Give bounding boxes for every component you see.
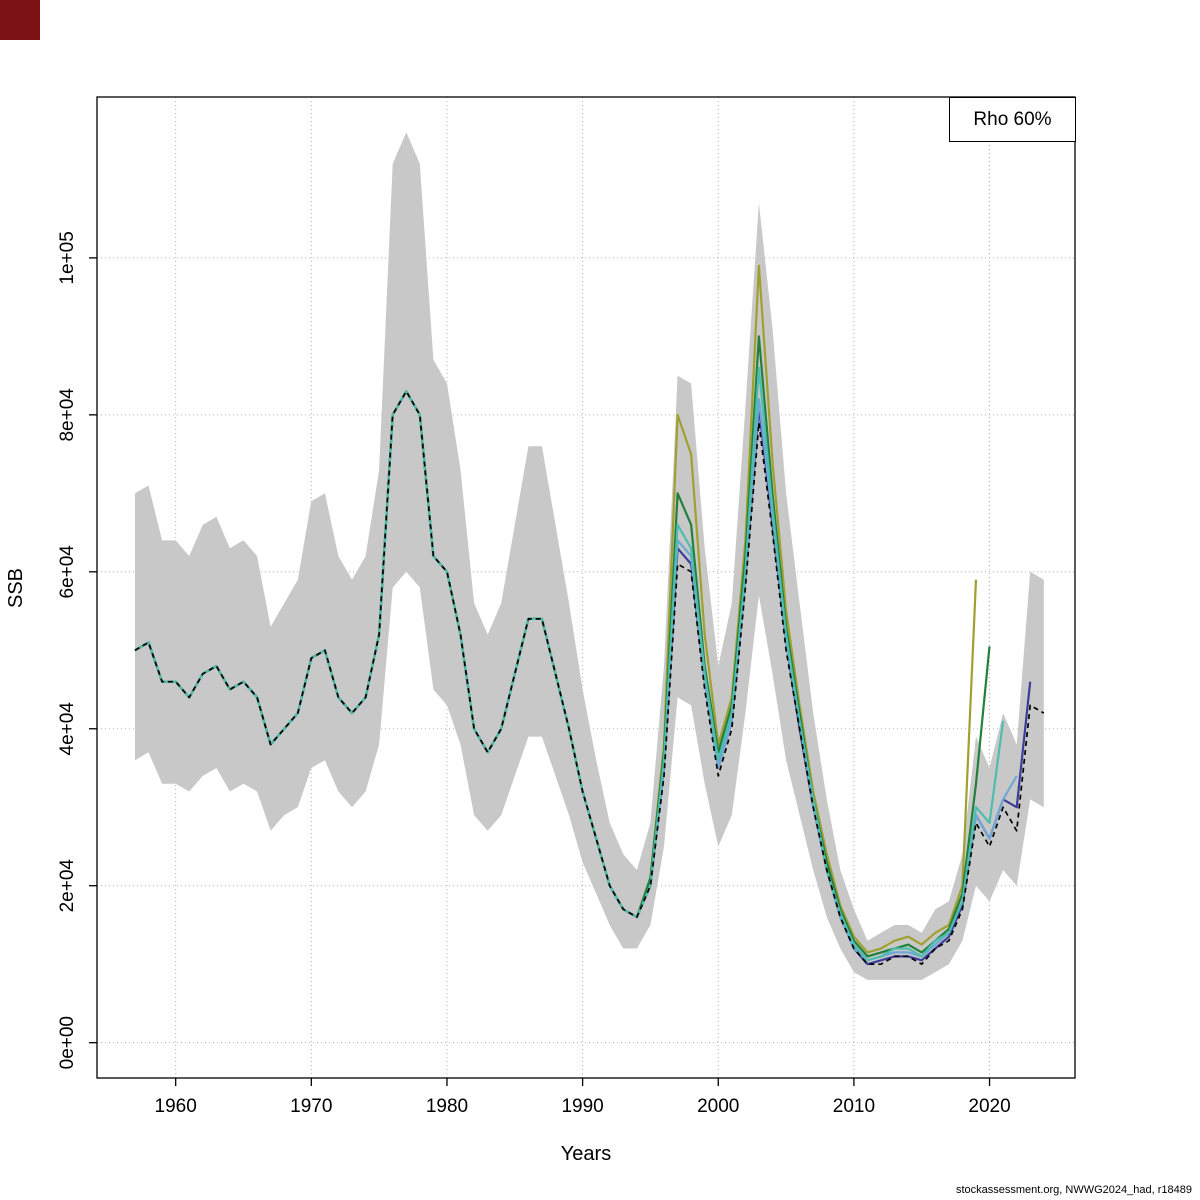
- y-tick-label: 0e+00: [57, 1016, 78, 1069]
- x-axis-title: Years: [561, 1143, 611, 1165]
- y-tick-label: 8e+04: [57, 388, 78, 442]
- y-tick-label: 2e+04: [57, 859, 78, 913]
- corner-artifact: [0, 0, 40, 40]
- credit-text: stockassessment.org, NWWG2024_had, r1848…: [955, 1184, 1192, 1196]
- x-tick-label: 2020: [968, 1096, 1010, 1117]
- x-tick-label: 1970: [290, 1096, 332, 1117]
- plot-border: [96, 96, 1076, 1079]
- legend-label: Rho 60%: [973, 108, 1052, 130]
- x-tick-label: 1980: [426, 1096, 468, 1117]
- y-axis-title: SSB: [5, 568, 27, 608]
- x-tick-label: 2000: [697, 1096, 739, 1117]
- base-series: [134, 390, 1045, 966]
- legend-box: Rho 60%: [949, 97, 1076, 142]
- x-tick-label: 1960: [155, 1096, 197, 1117]
- x-tick-label: 1990: [561, 1096, 603, 1117]
- x-tick-label: 2010: [833, 1096, 875, 1117]
- y-tick-label: 1e+05: [57, 231, 78, 284]
- confidence-band: [135, 132, 1044, 980]
- y-tick-label: 6e+04: [57, 545, 78, 599]
- y-tick-label: 4e+04: [57, 702, 78, 756]
